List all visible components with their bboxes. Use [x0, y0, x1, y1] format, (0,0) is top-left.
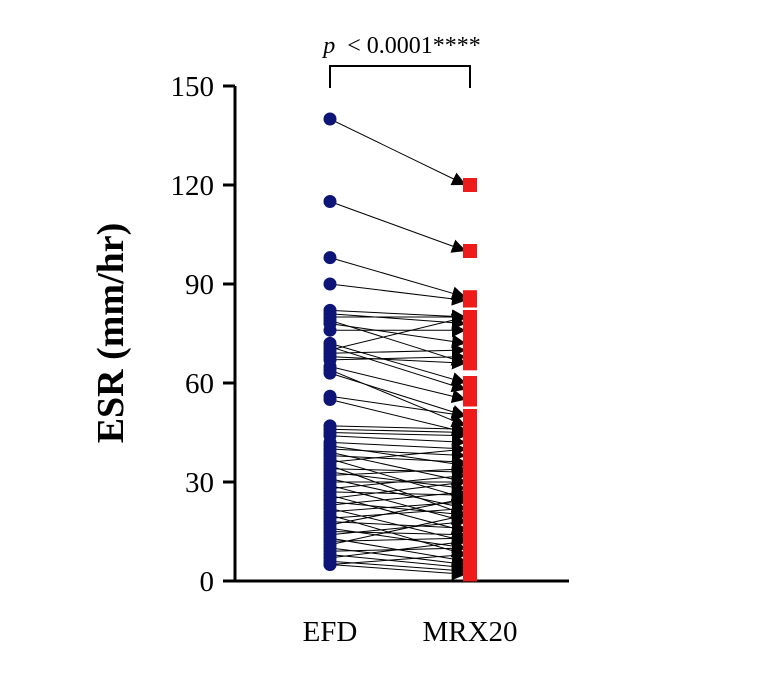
- pair-line: [329, 520, 467, 535]
- pair-line: [329, 527, 467, 553]
- pair-line: [329, 454, 467, 469]
- efd-series: [323, 112, 337, 571]
- pair-line: [329, 434, 467, 449]
- mrx20-point: [463, 442, 477, 456]
- pair-line: [329, 343, 467, 358]
- pair-line: [329, 476, 467, 499]
- pair-line: [329, 441, 467, 456]
- pair-line: [329, 564, 467, 581]
- y-tick-label: 90: [185, 269, 214, 301]
- x-tick-label-efd: EFD: [303, 616, 358, 648]
- significance-label: p < 0.0001****: [321, 33, 481, 59]
- pair-line: [329, 501, 467, 521]
- mrx20-point: [463, 547, 477, 562]
- efd-point: [323, 366, 337, 380]
- pair-line: [329, 502, 467, 519]
- pair-line: [329, 428, 467, 443]
- pair-line: [329, 495, 467, 513]
- mrx20-point: [463, 534, 477, 549]
- pair-line: [329, 399, 467, 437]
- efd-point: [323, 195, 337, 208]
- pair-line: [329, 443, 467, 463]
- pair-line: [329, 469, 467, 490]
- pair-line: [329, 395, 467, 421]
- mrx20-point: [463, 244, 477, 258]
- pair-line: [329, 447, 467, 462]
- pair-line: [329, 118, 467, 186]
- mrx20-series: [463, 178, 477, 582]
- pair-line: [329, 283, 467, 306]
- mrx20-point: [463, 349, 477, 364]
- mrx20-point: [463, 567, 477, 582]
- pair-line: [329, 372, 467, 419]
- pair-line: [329, 201, 467, 253]
- mrx20-point: [463, 293, 477, 308]
- pair-line: [329, 342, 467, 386]
- efd-point: [323, 393, 337, 406]
- pair-line: [329, 319, 467, 366]
- pair-line: [329, 355, 467, 370]
- mrx20-point: [463, 323, 477, 338]
- pair-line: [329, 309, 467, 324]
- p-symbol: p: [321, 33, 335, 59]
- y-tick-label: 150: [171, 71, 215, 103]
- pair-line: [329, 531, 467, 546]
- pair-line: [329, 349, 467, 364]
- efd-point: [323, 112, 337, 126]
- p-value-text: < 0.0001****: [347, 33, 481, 59]
- y-tick-label: 30: [185, 467, 214, 499]
- mrx20-point: [463, 310, 477, 324]
- pair-line: [329, 484, 467, 525]
- pair-line: [329, 369, 467, 428]
- pair-line: [329, 366, 467, 404]
- mrx20-point: [463, 409, 477, 423]
- y-tick-label: 0: [200, 566, 215, 598]
- pair-line: [329, 451, 467, 486]
- pair-line: [329, 313, 467, 330]
- pair-line: [329, 515, 467, 536]
- pair-line: [329, 313, 467, 351]
- pair-lines: [329, 118, 467, 581]
- y-tick-label: 120: [171, 170, 215, 202]
- pair-line: [329, 494, 467, 526]
- pair-line: [329, 462, 467, 477]
- pair-line: [329, 554, 467, 574]
- pair-line: [329, 346, 467, 393]
- pair-line: [329, 425, 467, 440]
- pair-line: [329, 548, 467, 565]
- efd-point: [323, 323, 337, 337]
- y-axis-label: ESR (mm/hr): [90, 223, 132, 444]
- pair-line: [329, 464, 467, 479]
- mrx20-point: [463, 392, 477, 407]
- pair-line: [329, 486, 467, 506]
- pair-line: [329, 536, 467, 559]
- pair-line: [329, 527, 467, 542]
- significance-bracket: [329, 65, 471, 88]
- efd-point: [323, 277, 337, 291]
- y-tick-label: 60: [185, 368, 214, 400]
- pair-line: [329, 514, 467, 558]
- mrx20-point: [463, 508, 477, 522]
- pair-line: [329, 421, 467, 436]
- y-ticks: 0 30 60 90 120 150: [171, 71, 235, 598]
- pair-line: [329, 458, 467, 502]
- pair-line: [329, 257, 467, 301]
- mrx20-point: [463, 178, 477, 192]
- efd-point: [323, 251, 337, 265]
- pair-line: [329, 511, 467, 546]
- x-tick-label-mrx20: MRX20: [422, 616, 517, 648]
- mrx20-point: [463, 491, 477, 506]
- pair-line: [329, 487, 467, 502]
- efd-point: [323, 558, 337, 571]
- pair-line: [329, 471, 467, 494]
